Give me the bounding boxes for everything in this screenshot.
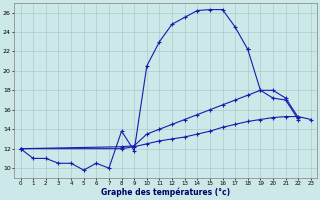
- X-axis label: Graphe des températures (°c): Graphe des températures (°c): [101, 188, 230, 197]
